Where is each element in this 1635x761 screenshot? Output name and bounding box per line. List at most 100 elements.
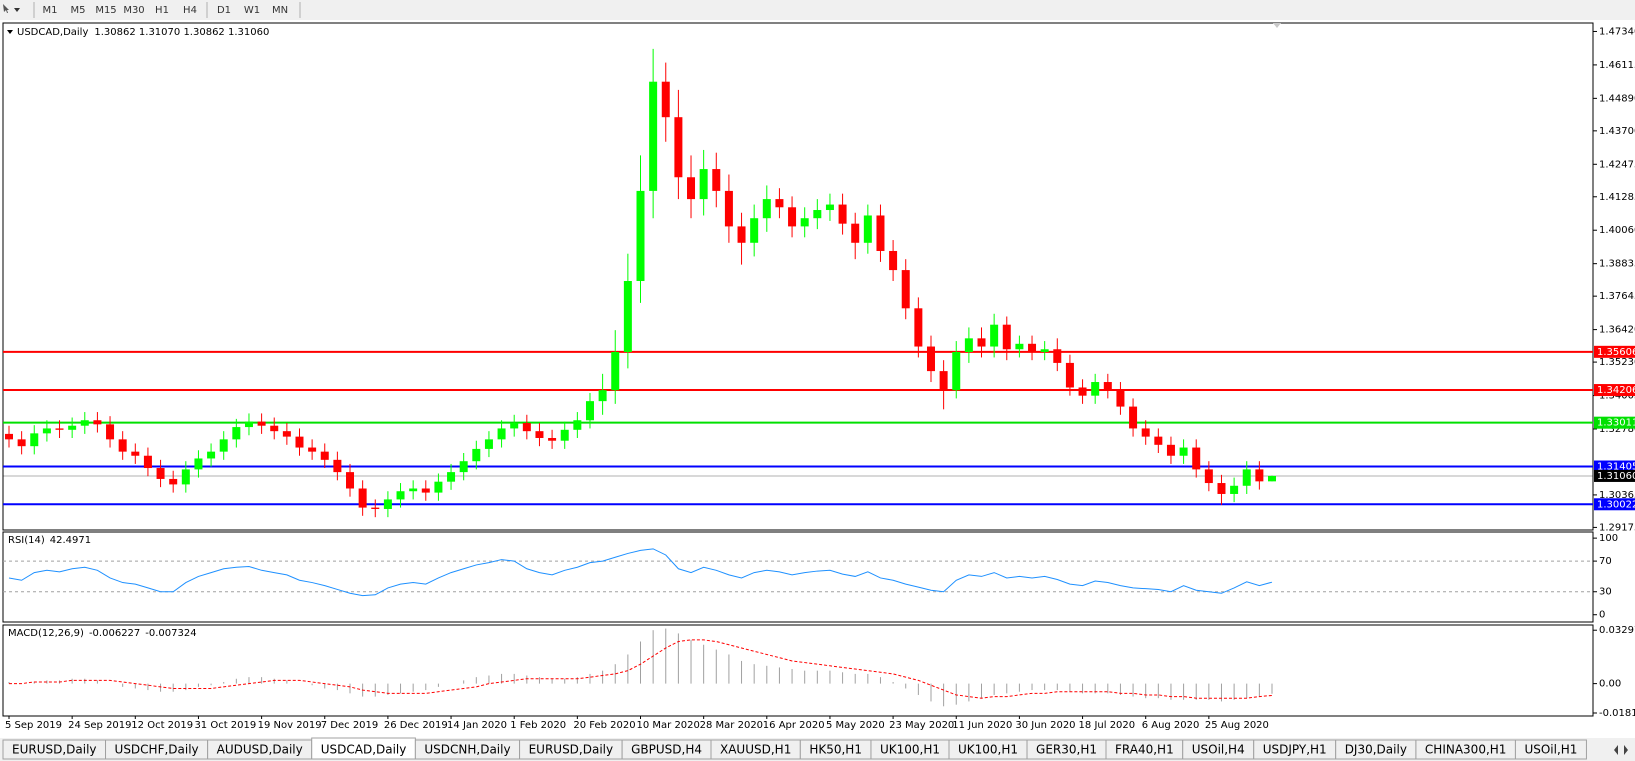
level-price-box bbox=[1594, 345, 1635, 358]
tab-label[interactable]: AUDUSD,Daily bbox=[217, 743, 303, 757]
macd-panel bbox=[2, 624, 1594, 717]
x-tick-label: 24 Sep 2019 bbox=[68, 720, 131, 731]
candle-body bbox=[851, 223, 860, 243]
level-price-label: 1.35606 bbox=[1597, 347, 1635, 358]
candle-body bbox=[1028, 343, 1037, 352]
timeframe-button[interactable]: M1 bbox=[43, 5, 58, 16]
tab-label[interactable]: GBPUSD,H4 bbox=[631, 743, 702, 757]
chart-tab[interactable]: DJ30,Daily bbox=[1335, 739, 1417, 760]
chart-tab[interactable]: AUDUSD,Daily bbox=[207, 739, 313, 760]
candle-body bbox=[964, 338, 973, 352]
rsi-line bbox=[8, 548, 1273, 597]
candle-body bbox=[1255, 469, 1264, 482]
chart-tab[interactable]: UK100,H1 bbox=[948, 739, 1028, 760]
macd-signal bbox=[9, 639, 1273, 699]
tab-scroll-arrow bbox=[1624, 745, 1628, 755]
x-tick-label: 5 May 2020 bbox=[826, 720, 885, 731]
candle-body bbox=[270, 425, 279, 432]
tab-label[interactable]: USDCHF,Daily bbox=[115, 743, 199, 757]
x-tick-label: 23 May 2020 bbox=[889, 720, 954, 731]
tab-label[interactable]: HK50,H1 bbox=[809, 743, 862, 757]
chart-tab[interactable]: USDCHF,Daily bbox=[105, 739, 209, 760]
candle-body bbox=[42, 428, 51, 434]
chart-tab[interactable]: UK100,H1 bbox=[870, 739, 950, 760]
candle-body bbox=[320, 451, 329, 460]
chart-tab[interactable]: USOil,H4 bbox=[1182, 739, 1255, 760]
chart-tab[interactable]: USDCAD,Daily bbox=[311, 737, 416, 760]
x-tick-label: 14 Jan 2020 bbox=[447, 720, 507, 731]
tab-label[interactable]: UK100,H1 bbox=[958, 743, 1018, 757]
title-arrow bbox=[7, 30, 13, 34]
shift-marker bbox=[1273, 23, 1281, 28]
tab-label[interactable]: DJ30,Daily bbox=[1345, 743, 1407, 757]
level-price-label: 1.30022 bbox=[1597, 499, 1635, 510]
chart-tab[interactable]: USOil,H1 bbox=[1514, 739, 1587, 760]
candle-body bbox=[333, 459, 342, 473]
timeframe-button[interactable]: H1 bbox=[155, 5, 169, 16]
candle-body bbox=[169, 478, 178, 485]
candle-body bbox=[459, 461, 468, 473]
chart-tab[interactable]: XAUUSD,H1 bbox=[710, 739, 801, 760]
chart-tab[interactable]: GBPUSD,H4 bbox=[621, 739, 712, 760]
candle-body bbox=[788, 207, 797, 227]
candle-body bbox=[687, 177, 696, 200]
tab-label[interactable]: XAUUSD,H1 bbox=[720, 743, 791, 757]
candle-body bbox=[926, 346, 935, 372]
chart-tab[interactable]: EURUSD,Daily bbox=[519, 739, 623, 760]
candle-body bbox=[939, 371, 948, 391]
candle-body bbox=[358, 488, 367, 508]
candle-body bbox=[649, 81, 658, 191]
candle-body bbox=[952, 351, 961, 391]
timeframe-button[interactable]: M30 bbox=[123, 5, 144, 16]
chart-tab[interactable]: HK50,H1 bbox=[799, 739, 872, 760]
candle-body bbox=[750, 218, 759, 243]
candle-body bbox=[80, 420, 89, 426]
tab-label[interactable]: EURUSD,Daily bbox=[12, 743, 97, 757]
candle-body bbox=[1129, 406, 1138, 429]
timeframe-button[interactable]: M15 bbox=[95, 5, 116, 16]
tab-label[interactable]: USOil,H1 bbox=[1524, 743, 1577, 757]
timeframe-button[interactable]: W1 bbox=[244, 5, 260, 16]
chart-tab[interactable]: CHINA300,H1 bbox=[1415, 739, 1516, 760]
chart-tab[interactable]: EURUSD,Daily bbox=[2, 739, 107, 760]
candle-body bbox=[914, 308, 923, 347]
candle-body bbox=[510, 422, 519, 429]
x-tick-label: 30 Jun 2020 bbox=[1015, 720, 1075, 731]
candle-body bbox=[674, 117, 683, 178]
tab-label[interactable]: FRA40,H1 bbox=[1115, 743, 1174, 757]
tab-label[interactable]: GER30,H1 bbox=[1036, 743, 1097, 757]
chart-tab[interactable]: GER30,H1 bbox=[1026, 739, 1107, 760]
timeframe-button[interactable]: M5 bbox=[71, 5, 86, 16]
chart-tab[interactable]: FRA40,H1 bbox=[1105, 739, 1184, 760]
chart-tab[interactable]: USDCNH,Daily bbox=[414, 739, 521, 760]
tab-label[interactable]: UK100,H1 bbox=[880, 743, 940, 757]
y-tick-label: 1.47340 bbox=[1599, 26, 1635, 37]
tab-label[interactable]: EURUSD,Daily bbox=[529, 743, 614, 757]
chart-tab[interactable]: USDJPY,H1 bbox=[1253, 739, 1337, 760]
candle-body bbox=[1040, 349, 1049, 352]
y-tick-label: 1.38835 bbox=[1599, 259, 1635, 270]
candle-body bbox=[876, 215, 885, 251]
candle-body bbox=[1192, 447, 1201, 470]
candle-body bbox=[1116, 390, 1125, 407]
timeframe-button[interactable]: D1 bbox=[217, 5, 231, 16]
candle-body bbox=[737, 226, 746, 243]
tab-label[interactable]: CHINA300,H1 bbox=[1425, 743, 1507, 757]
candle-body bbox=[889, 250, 898, 271]
x-tick-label: 16 Apr 2020 bbox=[763, 720, 825, 731]
candle-body bbox=[472, 448, 481, 462]
candle-body bbox=[1078, 387, 1087, 396]
tab-label[interactable]: USDJPY,H1 bbox=[1263, 743, 1327, 757]
candle-body bbox=[1002, 324, 1011, 350]
tab-label[interactable]: USDCNH,Daily bbox=[424, 743, 510, 757]
y-tick-label: 1.35230 bbox=[1599, 357, 1635, 368]
candle-body bbox=[308, 447, 317, 452]
timeframe-button[interactable]: H4 bbox=[183, 5, 197, 16]
candle-body bbox=[712, 169, 721, 191]
tab-label[interactable]: USDCAD,Daily bbox=[321, 743, 407, 757]
candle-body bbox=[585, 401, 594, 421]
timeframe-button[interactable]: MN bbox=[272, 5, 288, 16]
tab-label[interactable]: USOil,H4 bbox=[1192, 743, 1245, 757]
candle-body bbox=[232, 427, 241, 440]
candle-body bbox=[825, 204, 834, 211]
